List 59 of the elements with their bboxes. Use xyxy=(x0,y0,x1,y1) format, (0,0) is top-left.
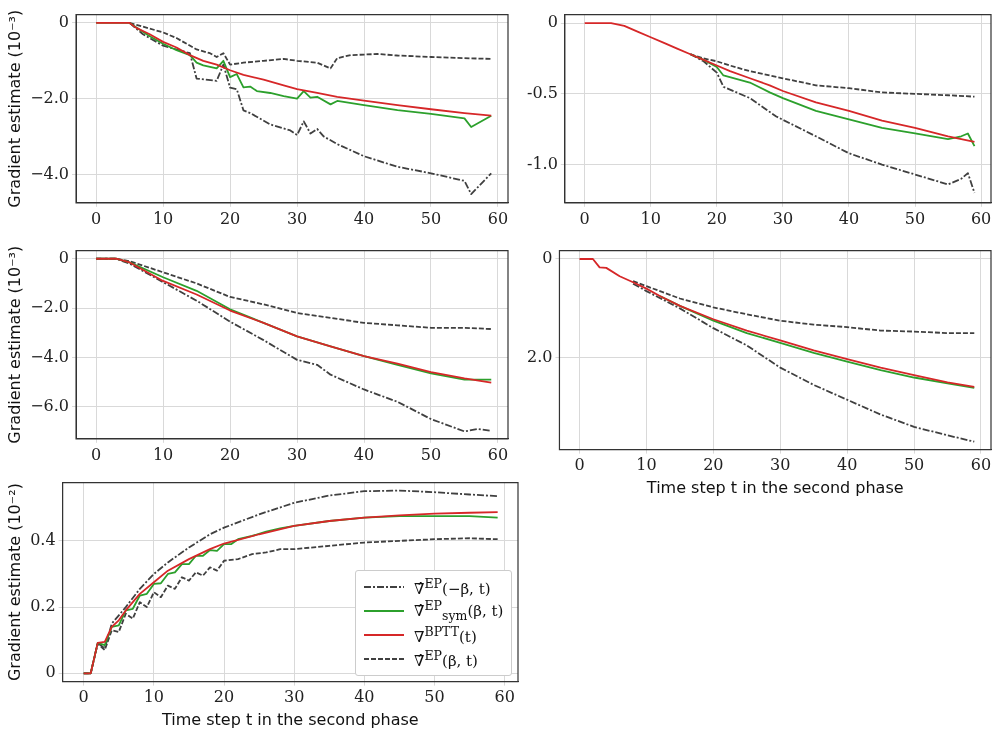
y-axis-title: Gradient estimate (10⁻³) xyxy=(4,9,24,208)
y-tick-label: 0.2 xyxy=(30,596,56,616)
y-tick-label: −6.0 xyxy=(30,395,70,415)
y-tick-label: 2.0 xyxy=(526,346,553,366)
y-tick-label: −4.0 xyxy=(30,346,70,366)
x-tick-label: 10 xyxy=(152,444,174,464)
x-tick-label: 50 xyxy=(903,455,925,475)
y-axis-title: Gradient estimate (10⁻²) xyxy=(4,483,24,682)
x-tick-label: 0 xyxy=(78,687,89,707)
x-tick-label: 50 xyxy=(420,208,442,228)
x-tick-label: 0 xyxy=(91,208,102,228)
x-tick-label: 10 xyxy=(640,208,661,228)
x-tick-label: 40 xyxy=(838,208,860,228)
y-tick-label: 0 xyxy=(58,247,70,267)
y-tick-label: 0 xyxy=(547,12,558,32)
legend-label: ∇̂$^{EP}$$_{sym}$(β, t) xyxy=(414,598,504,624)
legend-label: ∇̂$^{EP}$(β, t) xyxy=(414,647,478,670)
x-axis-title: Time step t in the second phase xyxy=(160,709,419,729)
x-tick-label: 10 xyxy=(152,208,174,228)
x-tick-label: 30 xyxy=(284,687,305,707)
x-tick-label: 60 xyxy=(487,208,509,228)
x-tick-label: 50 xyxy=(424,687,445,707)
x-tick-label: 60 xyxy=(970,455,992,475)
y-tick-label: 0 xyxy=(542,248,553,268)
y-tick-label: 0 xyxy=(58,12,70,32)
x-tick-label: 60 xyxy=(970,208,992,228)
x-tick-label: 30 xyxy=(770,455,791,475)
x-tick-label: 20 xyxy=(703,455,724,475)
legend-label: ∇$^{BPTT}$(t) xyxy=(414,623,477,646)
x-tick-label: 30 xyxy=(286,444,308,464)
x-tick-label: 20 xyxy=(706,208,727,228)
x-tick-label: 40 xyxy=(354,687,375,707)
y-axis-title: Gradient estimate (10⁻³) xyxy=(4,245,24,444)
x-tick-label: 0 xyxy=(91,444,102,464)
x-tick-label: 50 xyxy=(904,208,926,228)
y-tick-label: -1.0 xyxy=(526,153,558,173)
y-tick-label: −4.0 xyxy=(30,163,70,183)
y-tick-label: −2.0 xyxy=(30,297,70,317)
y-tick-label: -0.5 xyxy=(526,83,558,102)
y-tick-label: 0 xyxy=(45,662,56,682)
x-tick-label: 10 xyxy=(143,687,165,707)
x-axis-title: Time step t in the second phase xyxy=(645,477,904,497)
y-tick-label: −2.0 xyxy=(30,87,70,107)
x-tick-label: 60 xyxy=(494,687,515,707)
x-tick-label: 30 xyxy=(772,208,794,228)
x-tick-label: 20 xyxy=(219,444,241,464)
x-tick-label: 40 xyxy=(836,455,858,475)
legend-label: ∇̂$^{EP}$(−β, t) xyxy=(414,575,491,598)
x-tick-label: 10 xyxy=(636,455,657,475)
x-tick-label: 50 xyxy=(420,444,442,464)
x-tick-label: 60 xyxy=(487,444,509,464)
x-tick-label: 20 xyxy=(219,208,241,228)
x-tick-label: 30 xyxy=(286,208,308,228)
x-tick-label: 20 xyxy=(213,687,235,707)
x-tick-label: 0 xyxy=(574,455,585,475)
y-tick-label: 0.4 xyxy=(30,530,56,550)
x-tick-label: 40 xyxy=(353,208,375,228)
x-tick-label: 40 xyxy=(353,444,375,464)
x-tick-label: 0 xyxy=(579,208,590,228)
